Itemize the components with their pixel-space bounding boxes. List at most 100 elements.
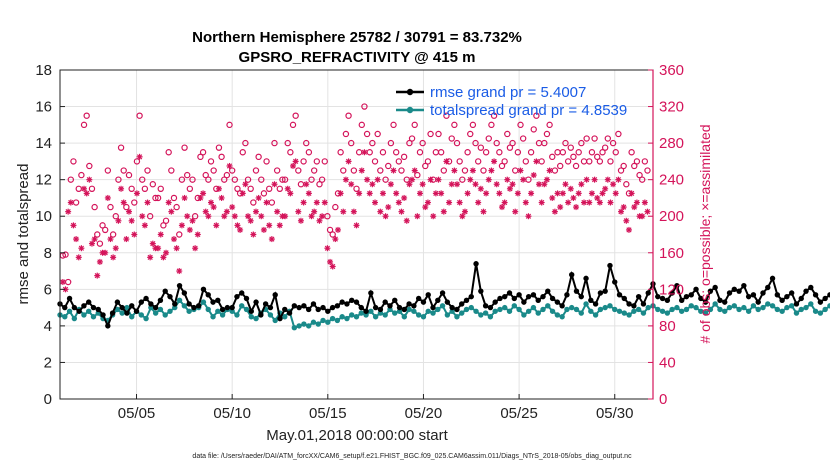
obs-possible-marker [490, 112, 498, 119]
obs-assimilated-marker [313, 199, 320, 206]
obs-possible-marker [638, 176, 646, 183]
obs-assimilated-marker [498, 204, 505, 211]
obs-assimilated-marker [234, 222, 241, 229]
obs-assimilated-marker [327, 258, 334, 265]
x-tick-label: 05/20 [405, 405, 443, 422]
y-tick-label: 16 [35, 99, 52, 116]
obs-possible-marker [390, 121, 397, 129]
rmse-point [545, 288, 551, 294]
plot-background [60, 70, 653, 399]
rmse-point [406, 301, 412, 307]
totalspread-point [497, 306, 503, 313]
rmse-point [272, 292, 278, 298]
obs-possible-marker [144, 167, 151, 174]
rmse-point [282, 306, 288, 313]
totalspread-point [678, 308, 685, 314]
obs-possible-marker [218, 153, 225, 161]
obs-assimilated-marker [618, 208, 625, 215]
totalspread-point [655, 306, 661, 313]
rmse-point [482, 303, 489, 309]
obs-assimilated-marker [512, 208, 519, 215]
rmse-point [678, 297, 685, 303]
obs-assimilated-marker [78, 245, 85, 252]
obs-assimilated-marker [438, 190, 445, 197]
obs-assimilated-marker [639, 213, 646, 220]
y2-tick-label: 360 [659, 62, 684, 79]
obs-possible-marker [234, 185, 241, 193]
data-file-footer: data file: /Users/raeder/DAI/ATM_forcXX/… [192, 453, 632, 460]
rmse-point [788, 290, 795, 296]
obs-possible-marker [313, 158, 321, 165]
totalspread-point [530, 304, 537, 311]
obs-possible-marker [83, 112, 90, 119]
obs-assimilated-marker [173, 245, 180, 252]
obs-assimilated-marker [464, 190, 471, 197]
obs-possible-marker [202, 171, 209, 179]
totalspread-point [674, 304, 680, 311]
rmse-point [243, 295, 250, 302]
obs-assimilated-marker [501, 199, 508, 206]
obs-assimilated-marker [163, 249, 170, 256]
rmse-point [329, 304, 336, 311]
obs-possible-marker [231, 176, 239, 183]
obs-possible-marker [392, 149, 400, 156]
obs-assimilated-marker [562, 181, 569, 188]
obs-possible-marker [186, 185, 194, 193]
totalspread-point [463, 306, 470, 313]
rmse-point [607, 262, 613, 269]
obs-assimilated-marker [215, 185, 222, 192]
totalspread-point [631, 308, 637, 314]
rmse-point [564, 292, 570, 298]
obs-assimilated-marker [107, 236, 114, 243]
obs-possible-marker [591, 135, 598, 142]
obs-assimilated-marker [533, 158, 540, 165]
totalspread-point [583, 301, 589, 307]
obs-possible-marker [271, 139, 278, 147]
obs-assimilated-marker [506, 185, 513, 192]
obs-assimilated-marker [178, 222, 185, 229]
obs-assimilated-marker [543, 176, 550, 183]
obs-possible-marker [400, 153, 408, 161]
obs-assimilated-marker [276, 222, 283, 229]
totalspread-point [253, 315, 259, 322]
legend-entry: totalspread grand pr = 4.8539 [430, 102, 627, 119]
obs-possible-marker [398, 167, 405, 174]
obs-possible-marker [101, 226, 109, 234]
totalspread-point [592, 312, 599, 318]
rmse-point [502, 293, 508, 300]
totalspread-point [430, 310, 436, 316]
obs-assimilated-marker [644, 208, 651, 215]
rmse-point [793, 301, 800, 307]
obs-assimilated-marker [541, 181, 548, 188]
obs-possible-marker [146, 213, 154, 220]
obs-assimilated-marker [517, 167, 524, 174]
rmse-point [698, 295, 704, 302]
obs-possible-marker [559, 149, 567, 156]
obs-assimilated-marker [274, 208, 281, 215]
totalspread-point [468, 304, 474, 311]
obs-possible-marker [440, 167, 447, 174]
obs-possible-marker [506, 144, 514, 151]
rmse-point [239, 290, 245, 296]
obs-assimilated-marker [356, 190, 363, 197]
obs-possible-marker [543, 130, 551, 138]
totalspread-point [769, 303, 776, 309]
obs-possible-marker [310, 167, 318, 174]
obs-possible-marker [427, 130, 434, 138]
totalspread-point [200, 299, 207, 305]
obs-possible-marker [572, 162, 580, 170]
totalspread-point [138, 312, 144, 318]
obs-count-series [59, 103, 651, 293]
obs-assimilated-marker [297, 217, 304, 224]
obs-assimilated-marker [602, 185, 609, 192]
obs-assimilated-marker [300, 199, 307, 206]
obs-assimilated-marker [491, 158, 498, 165]
obs-assimilated-marker [419, 181, 426, 188]
obs-possible-marker [67, 176, 75, 183]
rmse-point [827, 292, 830, 298]
rmse-point [674, 282, 680, 289]
rmse-point [664, 297, 671, 303]
obs-assimilated-marker [406, 181, 413, 188]
obs-possible-marker [594, 153, 601, 161]
obs-possible-marker [91, 203, 98, 211]
